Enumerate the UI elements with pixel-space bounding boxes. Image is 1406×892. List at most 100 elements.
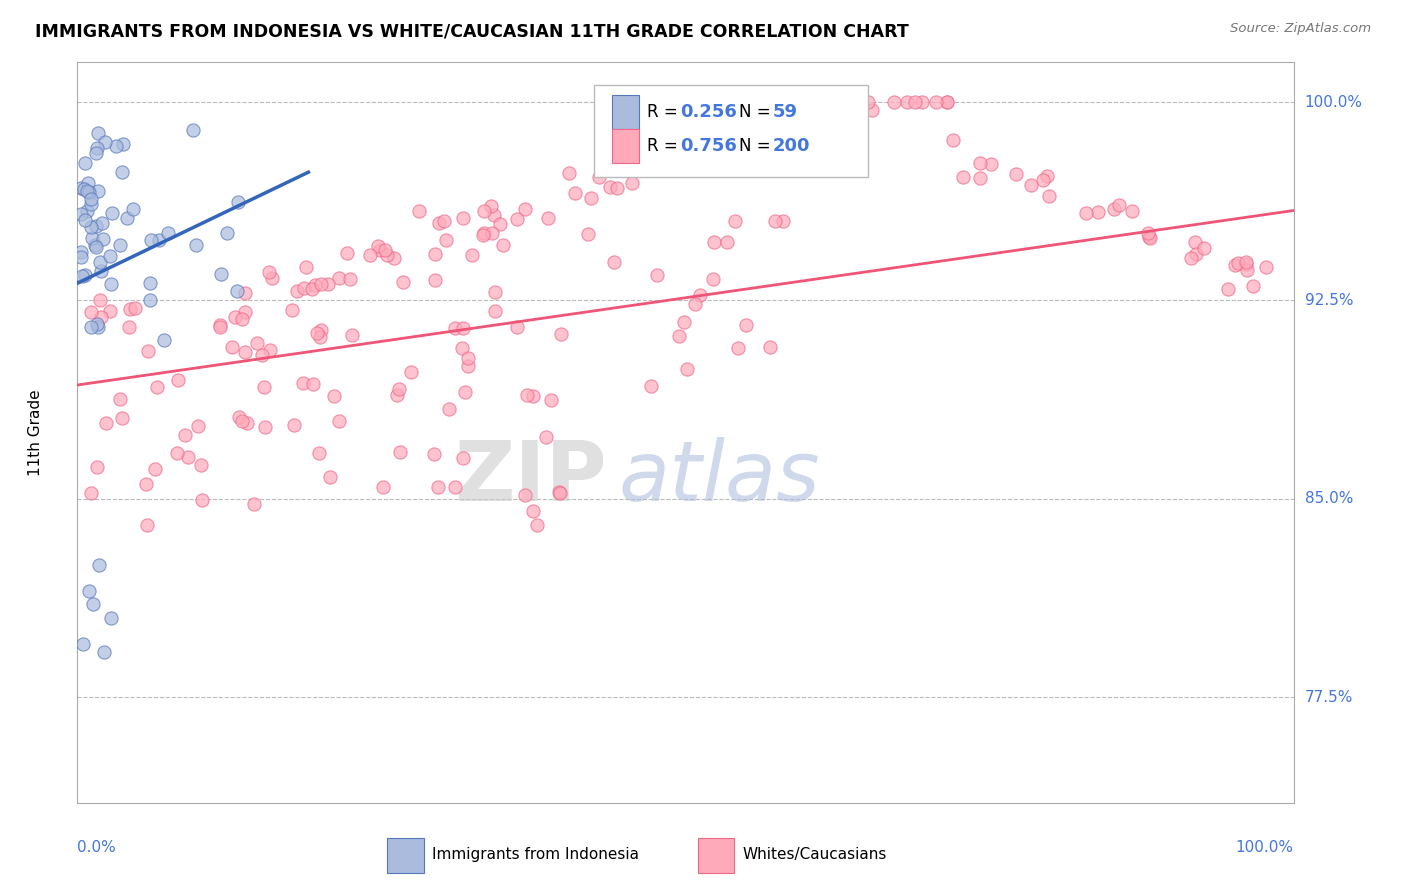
Point [1241, 278, 1264, 293]
FancyBboxPatch shape [613, 95, 640, 128]
Point [80, 230, 103, 244]
FancyBboxPatch shape [595, 85, 868, 178]
Point [820, 128, 842, 142]
Point [391, 275, 413, 289]
FancyBboxPatch shape [388, 838, 425, 873]
Point [79, 219, 101, 234]
Point [522, 504, 544, 518]
Point [457, 351, 479, 366]
Point [368, 243, 391, 257]
Point [70, 207, 93, 221]
Point [231, 414, 253, 428]
Point [1136, 227, 1159, 241]
Point [86, 318, 108, 332]
Point [614, 161, 637, 175]
Point [254, 420, 277, 434]
Point [96, 417, 118, 431]
Point [540, 392, 562, 407]
Text: IMMIGRANTS FROM INDONESIA VS WHITE/CAUCASIAN 11TH GRADE CORRELATION CHART: IMMIGRANTS FROM INDONESIA VS WHITE/CAUCA… [35, 22, 908, 40]
Point [209, 320, 232, 334]
Point [797, 102, 820, 116]
Point [689, 288, 711, 302]
Point [433, 214, 456, 228]
Point [515, 202, 537, 216]
Point [388, 445, 411, 459]
Point [135, 477, 157, 491]
Point [72, 637, 94, 651]
Point [89, 293, 111, 307]
Point [84, 240, 107, 254]
Point [484, 285, 506, 299]
Text: 77.5%: 77.5% [1305, 690, 1353, 705]
Point [115, 211, 138, 225]
Point [606, 180, 628, 194]
Point [183, 123, 205, 137]
Point [83, 238, 105, 252]
Point [550, 327, 572, 342]
Point [1074, 205, 1097, 219]
Point [187, 419, 209, 434]
Point [70, 181, 93, 195]
Point [112, 137, 135, 152]
Point [758, 340, 780, 354]
Point [80, 197, 103, 211]
Point [90, 310, 112, 324]
Point [73, 182, 96, 196]
Point [100, 277, 122, 291]
Point [1038, 189, 1060, 203]
Point [259, 343, 281, 358]
Point [89, 255, 111, 269]
Point [93, 645, 115, 659]
Text: 92.5%: 92.5% [1305, 293, 1353, 308]
Point [108, 238, 131, 252]
Point [548, 485, 571, 500]
Point [492, 238, 515, 252]
Point [311, 323, 333, 337]
Point [98, 249, 121, 263]
Point [110, 392, 132, 406]
Point [564, 186, 586, 201]
Point [73, 213, 96, 227]
Point [231, 312, 253, 326]
Point [307, 326, 329, 340]
Point [309, 330, 332, 344]
Point [581, 191, 603, 205]
Point [427, 215, 450, 229]
Point [233, 344, 256, 359]
Point [536, 430, 558, 444]
Point [408, 204, 430, 219]
Point [434, 233, 457, 247]
Point [90, 264, 112, 278]
Point [91, 232, 114, 246]
Point [82, 598, 104, 612]
Point [699, 138, 721, 153]
Point [176, 450, 198, 464]
Point [124, 301, 146, 315]
Point [952, 169, 974, 184]
Point [599, 180, 621, 194]
Point [969, 170, 991, 185]
Point [439, 402, 461, 417]
Point [292, 376, 315, 391]
Point [1223, 258, 1246, 272]
Point [724, 214, 747, 228]
Text: 59: 59 [773, 103, 799, 121]
Point [309, 277, 332, 291]
Point [558, 166, 581, 180]
Point [763, 214, 786, 228]
Point [226, 194, 249, 209]
Point [375, 248, 398, 262]
Point [796, 127, 818, 141]
Point [120, 302, 142, 317]
Text: Immigrants from Indonesia: Immigrants from Indonesia [433, 847, 640, 863]
Point [484, 304, 506, 318]
Point [121, 202, 143, 216]
Point [139, 276, 162, 290]
Point [426, 480, 449, 494]
Point [935, 95, 957, 109]
Point [699, 151, 721, 165]
Point [86, 141, 108, 155]
Point [924, 95, 946, 109]
Point [94, 135, 117, 149]
Point [257, 265, 280, 279]
